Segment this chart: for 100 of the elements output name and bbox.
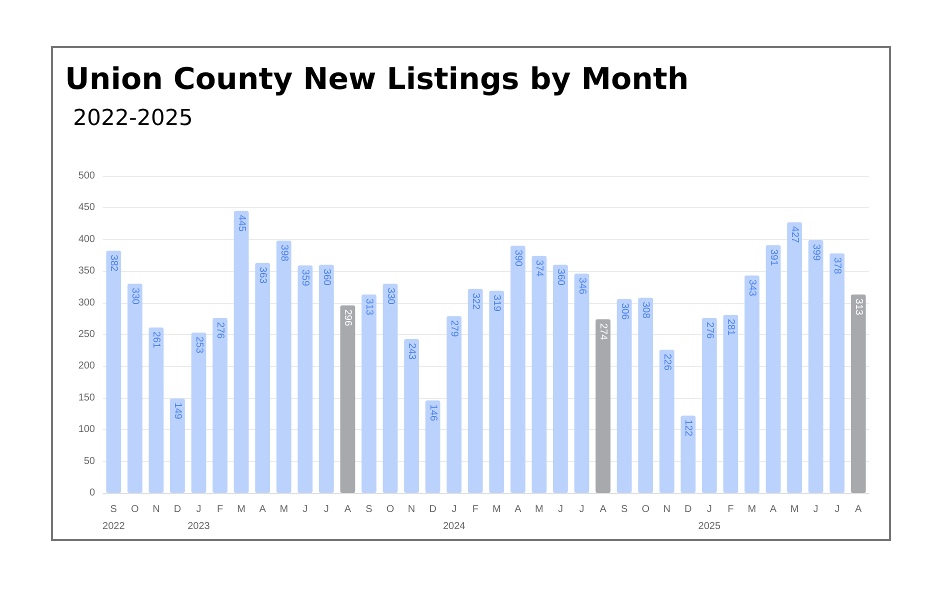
x-tick-label: S xyxy=(620,504,628,515)
y-tick-label: 250 xyxy=(78,329,96,340)
data-label: 226 xyxy=(661,354,672,371)
data-label: 343 xyxy=(746,280,758,297)
bar xyxy=(596,319,610,493)
y-tick-label: 200 xyxy=(78,360,96,372)
y-tick-label: 150 xyxy=(78,392,96,404)
bar xyxy=(532,256,547,493)
bar xyxy=(766,245,781,493)
data-label: 149 xyxy=(172,402,183,420)
bar xyxy=(702,318,717,493)
bar xyxy=(468,288,483,493)
bar xyxy=(382,284,398,493)
x-tick-label: F xyxy=(728,504,734,515)
data-label: 243 xyxy=(406,342,418,360)
x-tick-label: J 2024 xyxy=(442,504,466,532)
bar xyxy=(446,316,462,493)
x-tick-label: N xyxy=(408,504,416,515)
x-tick-label: N xyxy=(663,504,670,515)
bar xyxy=(127,284,142,493)
bar xyxy=(489,290,504,493)
data-label: 382 xyxy=(108,254,120,272)
bar xyxy=(638,298,654,493)
data-label: 390 xyxy=(512,250,524,267)
data-label: 322 xyxy=(470,292,481,310)
x-tick-label: J 2023 xyxy=(188,504,210,532)
data-label: 122 xyxy=(682,420,694,437)
bar xyxy=(212,318,228,493)
y-tick-label: 0 xyxy=(89,488,96,498)
x-tick-label: M xyxy=(790,504,799,515)
data-label: 445 xyxy=(236,214,247,232)
data-label: 330 xyxy=(129,288,140,305)
bar xyxy=(298,265,313,493)
data-label: 281 xyxy=(725,318,736,336)
data-label: 261 xyxy=(150,332,162,349)
data-label: 398 xyxy=(278,244,290,262)
data-label: 306 xyxy=(618,302,630,320)
data-label: 399 xyxy=(810,244,822,262)
data-label: 296 xyxy=(342,309,354,326)
x-tick-label: J xyxy=(558,504,563,515)
x-tick-label: J xyxy=(813,504,818,515)
x-tick-label: A xyxy=(855,504,862,515)
bar xyxy=(830,253,845,493)
x-tick-label: O xyxy=(131,504,140,515)
x-tick-label: M xyxy=(492,504,501,515)
x-tick-label: F xyxy=(472,504,478,515)
x-tick-label: D xyxy=(684,504,692,515)
x-tick-label: J xyxy=(302,504,308,515)
bar xyxy=(191,332,206,493)
x-tick-label: M xyxy=(280,504,288,515)
y-tick-label: 500 xyxy=(78,170,96,182)
data-label: 313 xyxy=(852,298,864,316)
y-tick-label: 450 xyxy=(78,202,96,214)
x-tick-label: M xyxy=(535,504,544,515)
x-tick-label: A xyxy=(514,504,522,515)
data-label: 378 xyxy=(832,257,843,274)
data-label: 360 xyxy=(320,268,332,286)
x-tick-label: N xyxy=(152,504,160,515)
bar xyxy=(318,264,334,493)
data-label: 308 xyxy=(640,302,652,319)
bar xyxy=(234,210,249,493)
bar xyxy=(276,240,292,493)
y-tick-label: 300 xyxy=(78,297,96,308)
bar xyxy=(106,250,122,493)
data-label: 359 xyxy=(300,269,311,287)
y-tick-label: 400 xyxy=(78,234,96,245)
bar xyxy=(255,262,270,493)
y-tick-label: 100 xyxy=(78,424,96,436)
x-tick-label: J xyxy=(324,504,329,515)
data-label: 319 xyxy=(491,294,502,312)
data-label: 274 xyxy=(598,323,609,340)
x-tick-label: J xyxy=(579,504,584,515)
x-tick-label: M xyxy=(237,504,246,515)
data-label: 391 xyxy=(768,249,779,266)
data-label: 279 xyxy=(448,320,460,338)
bar xyxy=(574,274,590,493)
x-tick-label: S 2022 xyxy=(102,504,126,532)
x-tick-label: D xyxy=(429,504,436,515)
data-label: 363 xyxy=(257,266,268,284)
bar xyxy=(744,276,760,493)
y-tick-label: 350 xyxy=(78,266,96,277)
x-tick-label: O xyxy=(386,504,394,515)
x-tick-label: D xyxy=(174,504,182,515)
bar xyxy=(723,314,738,493)
x-tick-label: A xyxy=(344,504,352,515)
data-label: 374 xyxy=(534,260,545,278)
bar xyxy=(553,264,568,493)
x-tick-label: J xyxy=(834,504,840,515)
x-tick-label: A xyxy=(600,504,607,515)
bar xyxy=(808,240,824,493)
data-label: 427 xyxy=(789,226,800,244)
x-tick-label: J 2025 xyxy=(698,504,721,532)
bar xyxy=(659,350,674,493)
x-tick-label: O xyxy=(642,504,650,515)
x-tick-label: F xyxy=(216,504,224,515)
data-label: 330 xyxy=(384,288,396,305)
bar xyxy=(787,222,802,493)
data-label: 346 xyxy=(576,278,588,295)
data-label: 276 xyxy=(214,322,226,340)
data-label: 253 xyxy=(193,336,204,354)
